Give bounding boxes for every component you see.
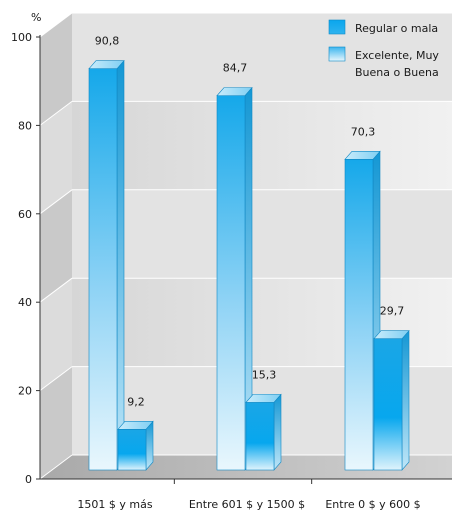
gridline-diagonal <box>39 277 73 303</box>
data-label: 29,7 <box>380 305 405 318</box>
y-axis-unit-label: % <box>31 11 41 24</box>
x-category-label: Entre 0 $ y 600 $ <box>325 498 420 511</box>
gridline-diagonal <box>39 101 73 126</box>
legend-swatch-excelente <box>328 46 346 62</box>
data-label: 70,3 <box>351 125 376 138</box>
wall-band <box>72 189 452 279</box>
y-tick-label: 40 <box>18 296 32 309</box>
x-category-label: 1501 $ y más <box>77 498 152 511</box>
legend-swatch-regular <box>328 19 346 35</box>
legend-label-excelente-line1: Excelente, Muy <box>355 49 439 62</box>
data-label: 84,7 <box>223 62 248 75</box>
bar-excelente-muy-buena-o-buena <box>373 329 410 471</box>
gridline-diagonal <box>39 454 73 480</box>
y-tick-label: 60 <box>18 208 32 221</box>
gridline-diagonal <box>39 366 73 392</box>
data-label: 9,2 <box>127 395 145 408</box>
side-wall-band <box>40 13 72 126</box>
y-tick-label: 100 <box>11 31 32 44</box>
legend-label-regular: Regular o mala <box>355 22 438 35</box>
bar-excelente-muy-buena-o-buena <box>245 393 282 471</box>
wall-band <box>72 13 452 102</box>
gridline-diagonal <box>39 12 73 38</box>
legend: Regular o mala Excelente, Muy Buena o Bu… <box>328 19 439 79</box>
x-category-label: Entre 601 $ y 1500 $ <box>189 498 305 511</box>
bars <box>88 59 410 471</box>
wall-band <box>72 101 452 190</box>
side-wall-band <box>40 101 72 214</box>
legend-label-excelente-line2: Buena o Buena <box>355 66 439 79</box>
bar-regular-o-mala <box>216 86 253 471</box>
y-tick-label: 20 <box>18 385 32 398</box>
data-label: 90,8 <box>95 35 120 48</box>
side-wall-band <box>40 189 72 303</box>
y-tick-label: 0 <box>25 473 32 486</box>
bar-excelente-muy-buena-o-buena <box>117 420 154 471</box>
y-tick-label: 80 <box>18 119 32 132</box>
side-wall-band <box>40 366 72 479</box>
gridline-diagonal <box>39 189 73 215</box>
bar-regular-o-mala <box>88 59 125 471</box>
plot-background <box>40 13 452 479</box>
side-wall-band <box>40 278 72 391</box>
data-label: 15,3 <box>252 368 277 381</box>
value-labels: 90,8 84,7 70,3 9,2 15,3 29,7 <box>95 35 405 409</box>
